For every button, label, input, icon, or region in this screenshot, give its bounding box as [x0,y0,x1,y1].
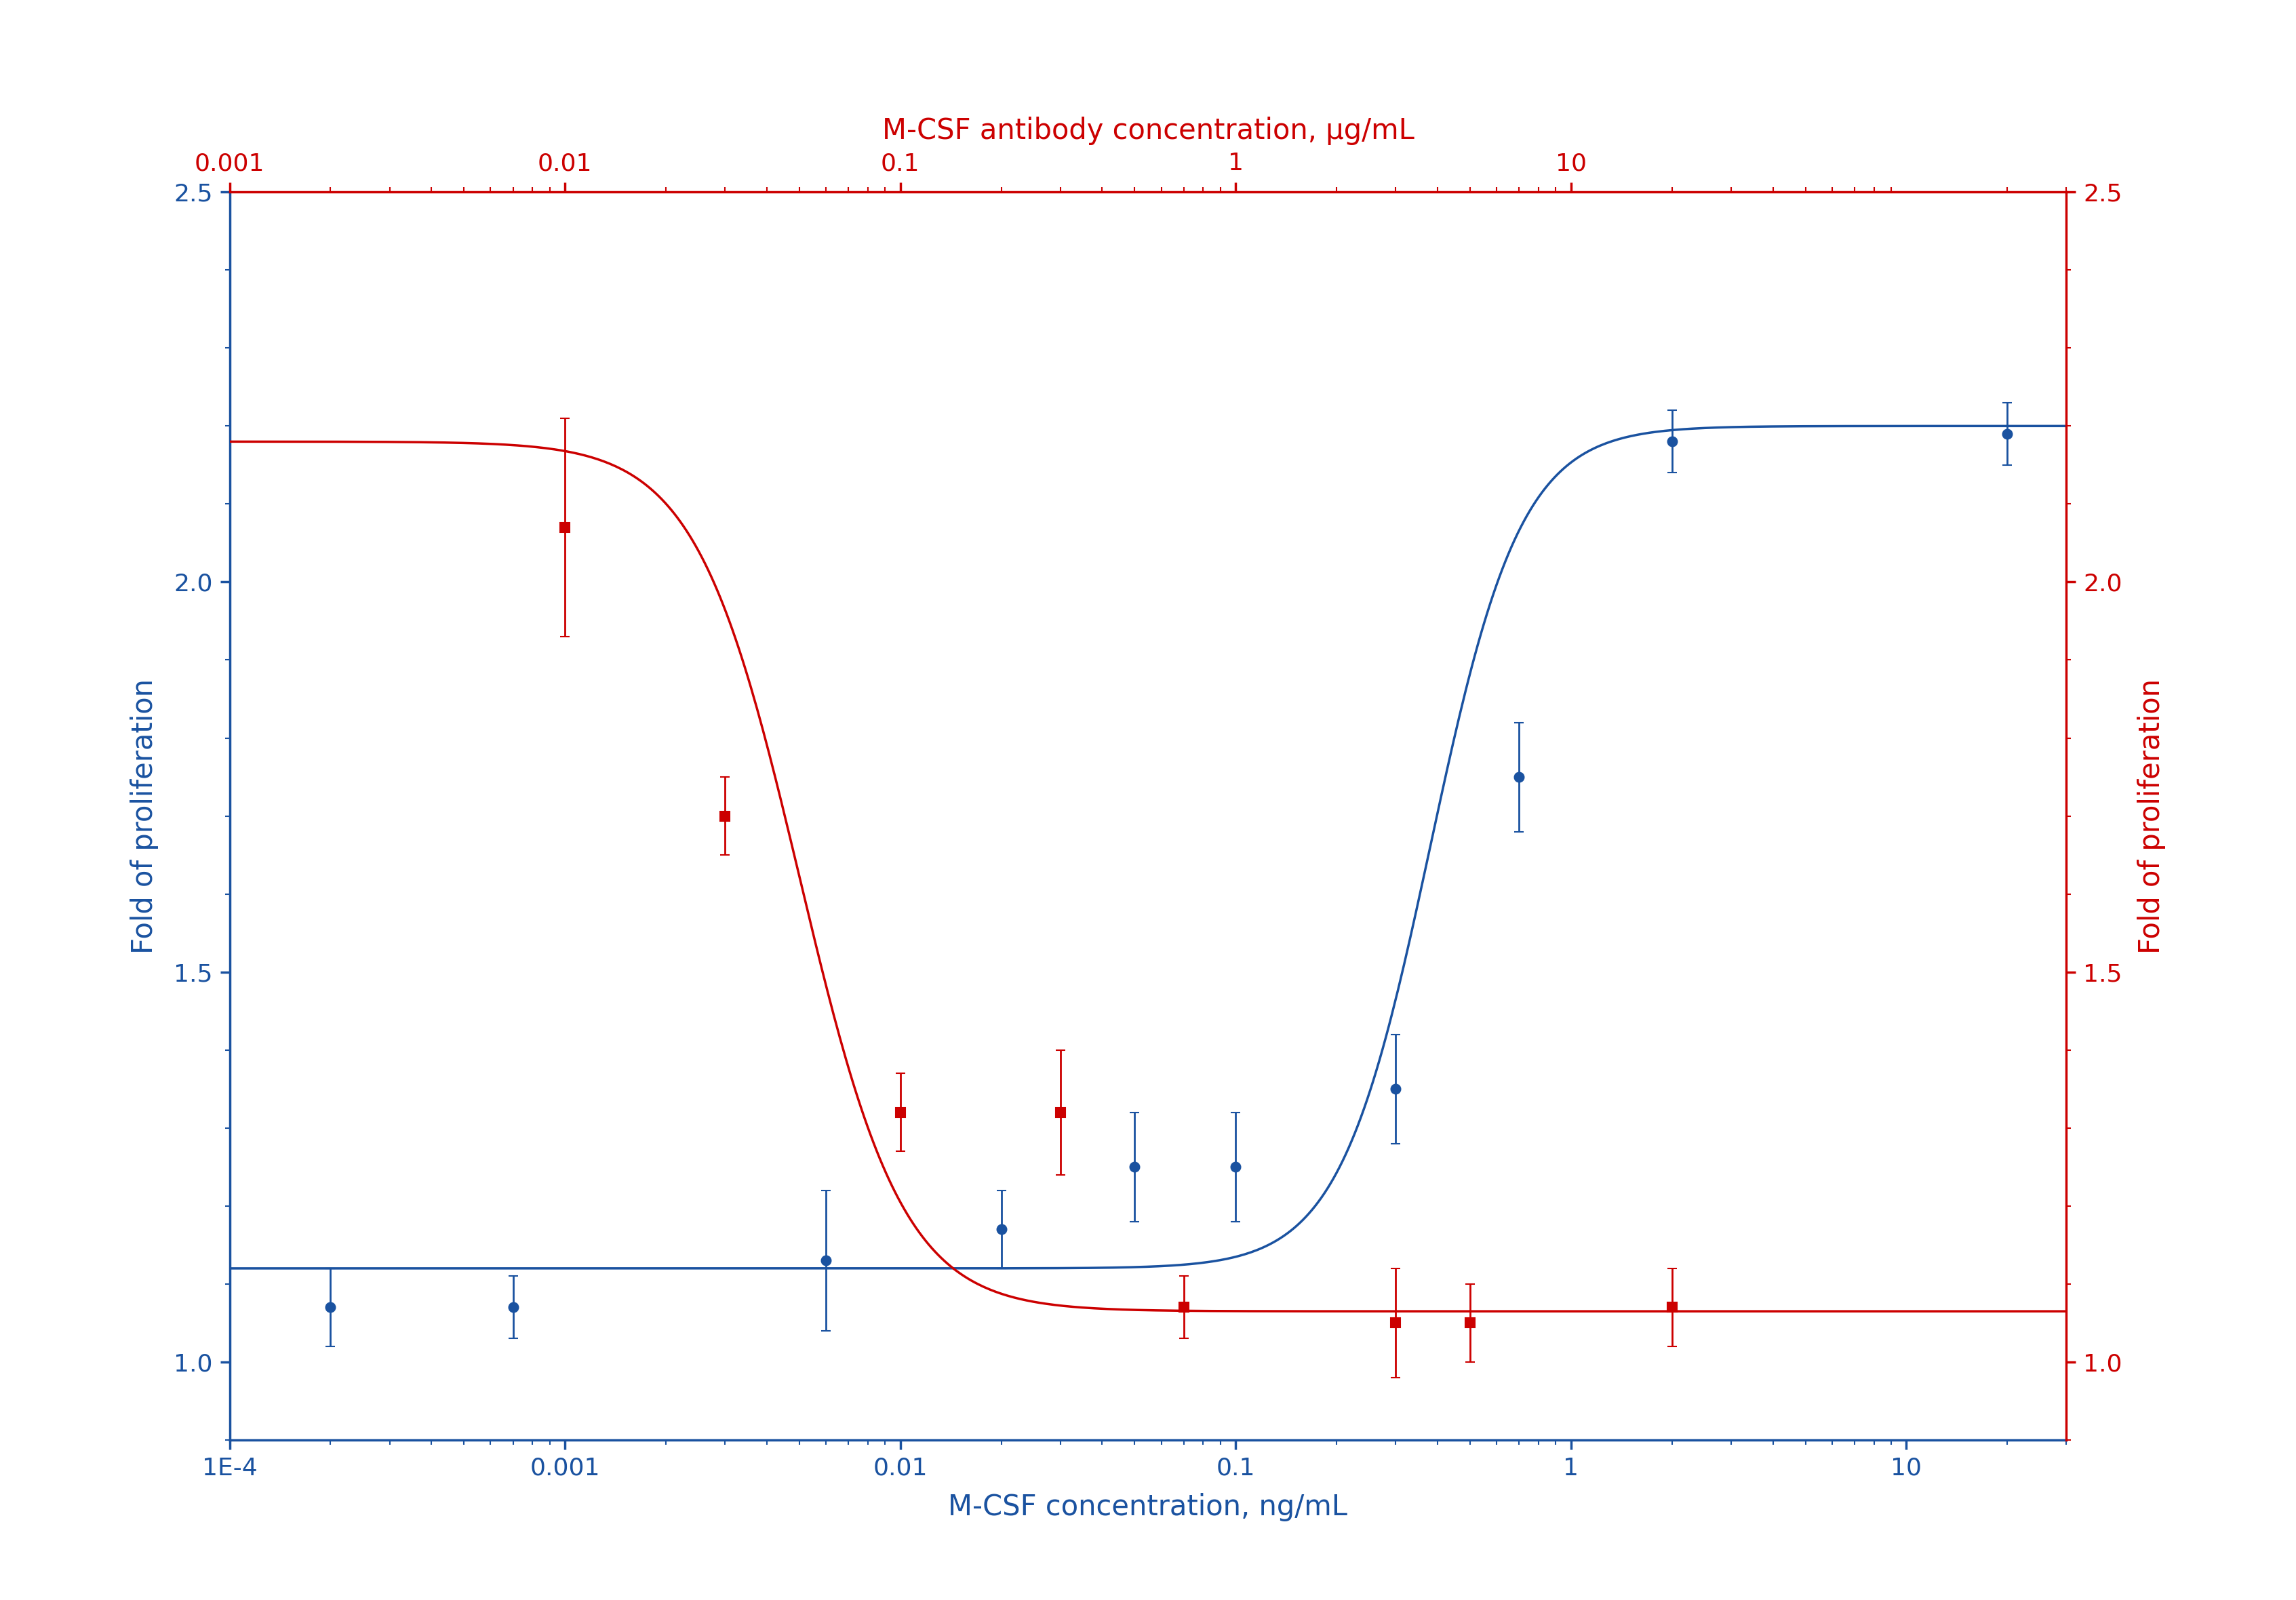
X-axis label: M-CSF concentration, ng/mL: M-CSF concentration, ng/mL [948,1493,1348,1522]
Y-axis label: Fold of proliferation: Fold of proliferation [2138,678,2165,954]
Y-axis label: Fold of proliferation: Fold of proliferation [131,678,158,954]
X-axis label: M-CSF antibody concentration, μg/mL: M-CSF antibody concentration, μg/mL [882,117,1414,146]
